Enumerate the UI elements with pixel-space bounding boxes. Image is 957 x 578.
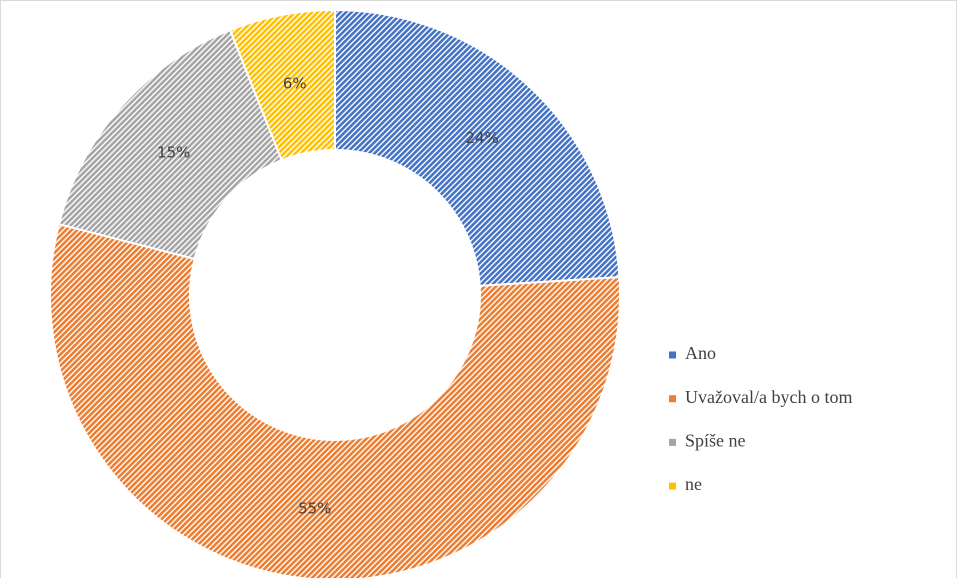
data-label: 24% xyxy=(466,129,499,147)
slice xyxy=(49,222,621,578)
legend-swatch xyxy=(669,482,676,490)
legend-label: ne xyxy=(685,474,702,494)
slice xyxy=(334,8,621,287)
legend-label: Uvažoval/a bych o tom xyxy=(685,387,852,407)
data-label: 55% xyxy=(298,500,331,518)
legend-label: Spíše ne xyxy=(685,431,746,451)
data-label: 15% xyxy=(157,143,190,161)
slice xyxy=(57,28,283,261)
legend-swatch xyxy=(669,438,676,446)
data-label: 6% xyxy=(283,74,307,92)
legend-label: Ano xyxy=(685,343,716,363)
legend-swatch xyxy=(669,395,676,403)
legend-swatch xyxy=(669,351,676,359)
slice xyxy=(228,8,336,162)
